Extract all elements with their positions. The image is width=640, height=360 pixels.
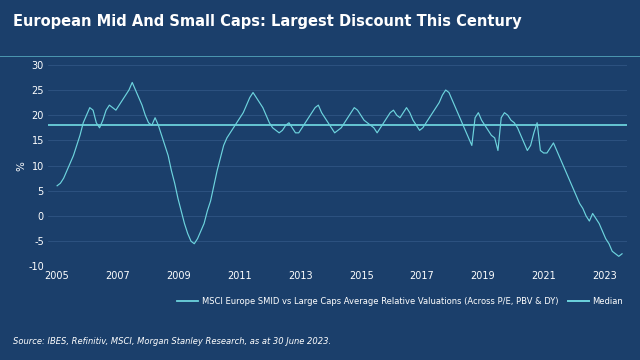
- Legend: MSCI Europe SMID vs Large Caps Average Relative Valuations (Across P/E, PBV & DY: MSCI Europe SMID vs Large Caps Average R…: [177, 297, 623, 306]
- Text: Source: IBES, Refinitiv, MSCI, Morgan Stanley Research, as at 30 June 2023.: Source: IBES, Refinitiv, MSCI, Morgan St…: [13, 337, 331, 346]
- Text: European Mid And Small Caps: Largest Discount This Century: European Mid And Small Caps: Largest Dis…: [13, 14, 522, 30]
- Y-axis label: %: %: [17, 161, 27, 171]
